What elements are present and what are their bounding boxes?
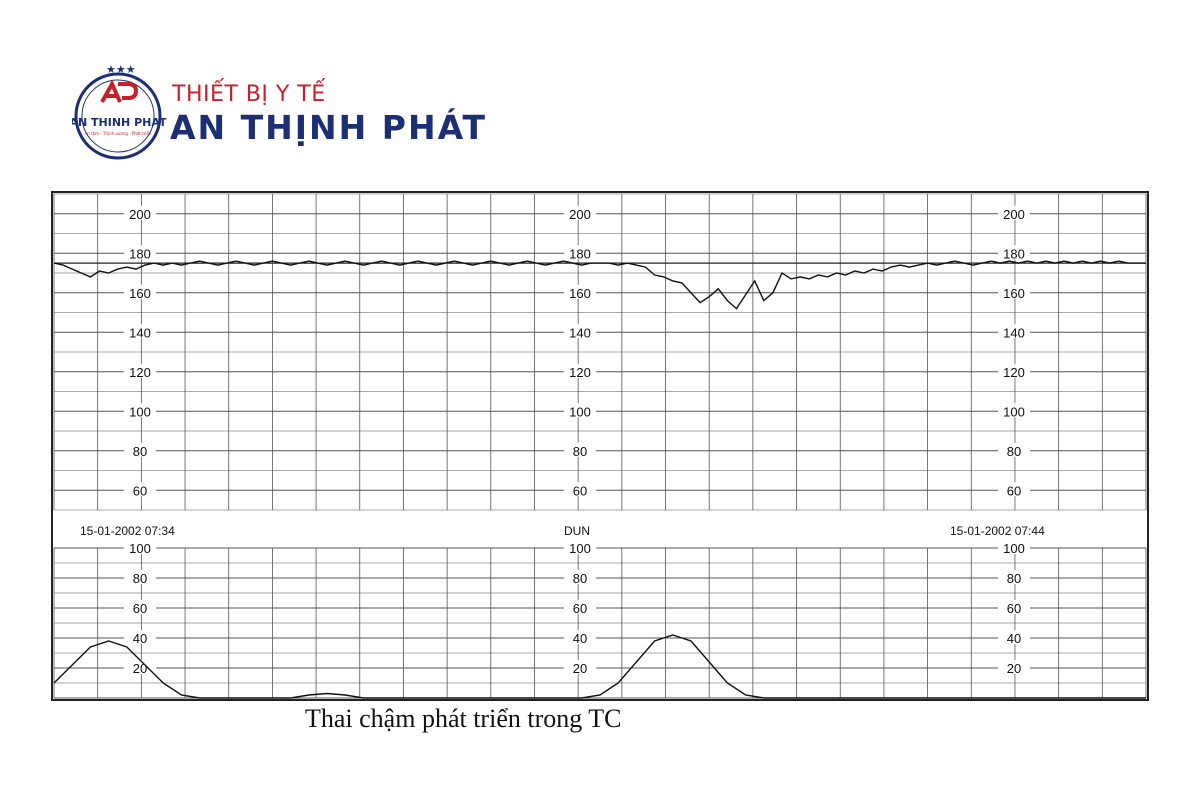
tick-label: 100 <box>569 541 591 556</box>
tick-label: 60 <box>573 483 587 498</box>
seal-tagline: An tâm - Thịnh vượng - Phát triển <box>85 131 152 136</box>
tick-label: 140 <box>129 325 151 340</box>
tick-label-bg <box>998 324 1030 339</box>
tick-label: 160 <box>1003 286 1025 301</box>
tick-label-bg <box>564 482 596 497</box>
tick-label: 80 <box>133 571 147 586</box>
tick-label-bg <box>998 403 1030 418</box>
tick-label-bg <box>564 205 596 220</box>
tick-label-bg <box>564 324 596 339</box>
tick-label: 120 <box>1003 365 1025 380</box>
uc-trace <box>53 634 1146 699</box>
tick-label-bg <box>564 403 596 418</box>
tick-label: 60 <box>133 483 147 498</box>
tick-label-bg <box>124 205 156 220</box>
tick-label: 100 <box>129 541 151 556</box>
tick-label-bg <box>998 205 1030 220</box>
tick-label-bg <box>998 482 1030 497</box>
fhr-trace <box>53 260 1146 310</box>
seal-text: AN THINH PHAT <box>72 116 167 129</box>
tick-label-bg <box>998 363 1030 378</box>
seal-icon: ★★★ AN THINH PHAT An tâm - Thịnh vượng -… <box>69 64 167 160</box>
timestamp-left: 15-01-2002 07:34 <box>80 524 175 538</box>
tick-label: 180 <box>1003 246 1025 261</box>
tick-label: 60 <box>1007 483 1021 498</box>
tick-label: 180 <box>569 246 591 261</box>
tick-label: 140 <box>569 325 591 340</box>
tick-label-bg <box>124 442 156 457</box>
brand-title: AN THỊNH PHÁT <box>170 108 488 147</box>
tick-label: 160 <box>129 286 151 301</box>
tick-label: 100 <box>569 404 591 419</box>
tick-label-bg <box>564 363 596 378</box>
tick-label-bg <box>998 600 1030 614</box>
tick-label: 60 <box>573 601 587 616</box>
tick-label-bg <box>998 630 1030 644</box>
tick-label: 40 <box>573 631 587 646</box>
tick-label: 120 <box>569 365 591 380</box>
tick-label: 80 <box>1007 571 1021 586</box>
tick-label-bg <box>564 630 596 644</box>
tick-label: 80 <box>133 444 147 459</box>
tick-label: 100 <box>1003 404 1025 419</box>
timestamp-right: 15-01-2002 07:44 <box>950 524 1045 538</box>
tick-label-bg <box>124 630 156 644</box>
brand-subtitle: THIẾT BỊ Y TẾ <box>172 82 326 107</box>
tick-label: 20 <box>1007 661 1021 676</box>
tick-label: 60 <box>133 601 147 616</box>
tick-label-bg <box>998 660 1030 674</box>
tick-label: 60 <box>1007 601 1021 616</box>
figure-caption: Thai chậm phát triển trong TC <box>305 704 622 733</box>
tick-label: 80 <box>1007 444 1021 459</box>
tick-label: 140 <box>1003 325 1025 340</box>
tick-label: 200 <box>129 207 151 222</box>
timestamp-middle: DUN <box>564 524 590 538</box>
tick-label-bg <box>998 245 1030 260</box>
tick-label: 40 <box>1007 631 1021 646</box>
tick-label: 80 <box>573 571 587 586</box>
tick-label: 20 <box>133 661 147 676</box>
tick-label-bg <box>124 600 156 614</box>
tick-label: 120 <box>129 365 151 380</box>
tick-label-bg <box>124 403 156 418</box>
tick-label-bg <box>998 540 1030 554</box>
tick-label: 40 <box>133 631 147 646</box>
tick-label: 180 <box>129 246 151 261</box>
tick-label-bg <box>998 442 1030 457</box>
tick-label-bg <box>124 660 156 674</box>
tick-label-bg <box>998 570 1030 584</box>
tick-label-bg <box>998 284 1030 299</box>
tick-label-bg <box>564 600 596 614</box>
tick-label-bg <box>564 570 596 584</box>
tick-label: 200 <box>1003 207 1025 222</box>
tick-label-bg <box>124 363 156 378</box>
tick-label: 20 <box>573 661 587 676</box>
tick-label-bg <box>564 284 596 299</box>
tick-label: 200 <box>569 207 591 222</box>
tick-label: 160 <box>569 286 591 301</box>
tick-label-bg <box>564 660 596 674</box>
chart-labels: 200 200 200 180 180 180 160 160 160 140 140 140 120 1… <box>124 205 1030 676</box>
tick-label-bg <box>124 245 156 260</box>
chart-grid <box>53 193 1147 699</box>
tick-label-bg <box>564 245 596 260</box>
brand-logo: ★★★ AN THINH PHAT An tâm - Thịnh vượng -… <box>69 60 492 170</box>
chart-frame <box>51 191 1149 701</box>
tick-label-bg <box>124 570 156 584</box>
tick-label-bg <box>564 540 596 554</box>
tick-label-bg <box>124 324 156 339</box>
tick-label-bg <box>124 284 156 299</box>
tick-label-bg <box>124 482 156 497</box>
tick-label-bg <box>124 540 156 554</box>
chart-traces <box>53 260 1146 699</box>
tick-label: 100 <box>1003 541 1025 556</box>
tick-label-bg <box>564 442 596 457</box>
tick-label: 80 <box>573 444 587 459</box>
tick-label: 100 <box>129 404 151 419</box>
